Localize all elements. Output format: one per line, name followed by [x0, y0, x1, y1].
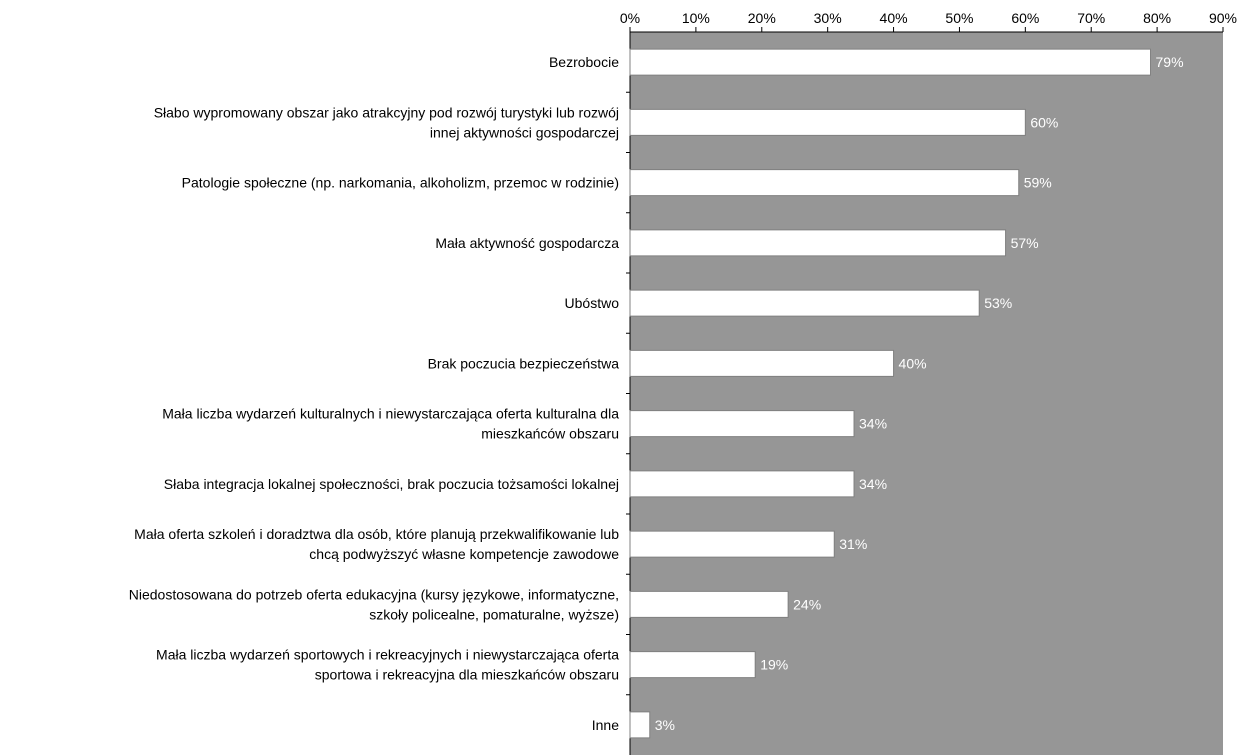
category-label: sportowa i rekreacyjna dla mieszkańców o… — [315, 667, 619, 683]
data-label: 40% — [899, 355, 927, 371]
data-label: 79% — [1156, 54, 1184, 70]
plot-area — [630, 32, 1223, 755]
data-label: 34% — [859, 416, 887, 432]
x-tick-label: 0% — [620, 10, 640, 26]
category-label: Inne — [592, 717, 619, 733]
category-label: Mała oferta szkoleń i doradztwa dla osób… — [134, 526, 619, 542]
x-tick-label: 80% — [1143, 10, 1171, 26]
data-labels: 79% 60% 59% 57% 53% 40% 34% 34% 31% 24% 19% 3% — [655, 54, 1184, 733]
category-label: innej aktywności gospodarczej — [430, 124, 619, 140]
plot-area-group — [630, 32, 1223, 755]
x-tick-label: 30% — [814, 10, 842, 26]
data-label: 60% — [1030, 114, 1058, 130]
bars — [629, 48, 1152, 739]
x-tick-label: 10% — [682, 10, 710, 26]
bar — [629, 410, 855, 438]
category-label: Słaba integracja lokalnej społeczności, … — [164, 476, 619, 492]
category-label: Mała liczba wydarzeń sportowych i rekrea… — [156, 647, 619, 663]
data-label: 53% — [984, 295, 1012, 311]
category-label: Bezrobocie — [549, 54, 619, 70]
category-label: Mała liczba wydarzeń kulturalnych i niew… — [162, 406, 619, 422]
data-label: 59% — [1024, 175, 1052, 191]
x-tick-label: 20% — [748, 10, 776, 26]
bar — [629, 651, 756, 679]
x-axis-tick-labels: 0% 10% 20% 30% 40% 50% 60% 70% 80% 90% — [620, 10, 1237, 26]
bar — [629, 169, 1020, 197]
category-label: Słabo wypromowany obszar jako atrakcyjny… — [154, 104, 619, 120]
category-label: chcą podwyższyć własne kompetencje zawod… — [309, 546, 619, 562]
x-tick-label: 60% — [1011, 10, 1039, 26]
axes — [626, 27, 1224, 755]
category-label: Brak poczucia bezpieczeństwa — [428, 355, 620, 371]
category-label: Ubóstwo — [565, 295, 620, 311]
data-label: 31% — [839, 536, 867, 552]
data-label: 57% — [1011, 235, 1039, 251]
category-label: Mała aktywność gospodarcza — [435, 235, 619, 251]
data-label: 19% — [760, 657, 788, 673]
data-label: 24% — [793, 596, 821, 612]
category-label: mieszkańców obszaru — [481, 426, 619, 442]
bar — [629, 229, 1007, 257]
bar — [629, 108, 1026, 136]
data-label: 34% — [859, 476, 887, 492]
bar — [629, 711, 651, 739]
category-label: Niedostosowana do potrzeb oferta edukacy… — [129, 586, 619, 602]
bar — [629, 48, 1152, 76]
x-tick-label: 90% — [1209, 10, 1237, 26]
bar — [629, 289, 980, 317]
x-tick-label: 70% — [1077, 10, 1105, 26]
category-label: Patologie społeczne (np. narkomania, alk… — [182, 175, 619, 191]
bar — [629, 470, 855, 498]
bar — [629, 530, 835, 558]
category-labels: Bezrobocie Słabo wypromowany obszar jako … — [129, 54, 619, 733]
category-label: szkoły policealne, pomaturalne, wyższe) — [369, 606, 619, 622]
bar — [629, 590, 789, 618]
x-tick-label: 40% — [880, 10, 908, 26]
x-tick-label: 50% — [945, 10, 973, 26]
data-label: 3% — [655, 717, 675, 733]
bar — [629, 349, 895, 377]
